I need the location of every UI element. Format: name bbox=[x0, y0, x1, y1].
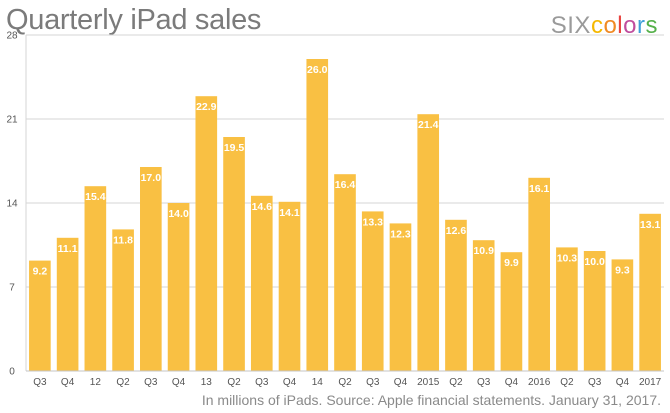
x-tick-label: Q4 bbox=[61, 377, 75, 388]
bar bbox=[56, 237, 79, 371]
bar-value-label: 12.3 bbox=[390, 228, 411, 240]
bar bbox=[112, 229, 134, 371]
bar-value-label: 13.3 bbox=[363, 216, 384, 228]
y-tick-label: 7 bbox=[9, 283, 15, 294]
x-tick-label: Q2 bbox=[116, 377, 130, 388]
brand-letter: l bbox=[617, 12, 624, 39]
bar-value-label: 9.9 bbox=[504, 257, 519, 269]
brand-letter: c bbox=[590, 12, 604, 39]
bar-value-label: 16.1 bbox=[529, 183, 550, 195]
brand-letter: o bbox=[603, 12, 618, 39]
bar bbox=[140, 167, 162, 371]
x-tick-label: Q3 bbox=[366, 377, 380, 388]
bar-value-label: 10.3 bbox=[557, 252, 578, 264]
x-tick-label: Q2 bbox=[338, 377, 352, 388]
bar bbox=[223, 137, 245, 371]
x-tick-label: 2015 bbox=[417, 377, 440, 388]
bar bbox=[445, 219, 467, 371]
bar-value-label: 11.1 bbox=[58, 243, 78, 255]
bar-value-label: 9.2 bbox=[33, 266, 48, 278]
bar-value-label: 11.8 bbox=[113, 234, 133, 246]
bar-value-label: 26.0 bbox=[307, 64, 328, 76]
x-tick-label: Q4 bbox=[283, 377, 297, 388]
x-tick-label: Q3 bbox=[588, 377, 602, 388]
bar bbox=[417, 114, 440, 371]
bar bbox=[306, 59, 329, 371]
bar bbox=[389, 223, 412, 371]
x-tick-label: 12 bbox=[90, 377, 102, 388]
bar-value-label: 14.6 bbox=[252, 201, 273, 213]
bar bbox=[639, 213, 661, 371]
bar bbox=[29, 260, 51, 371]
x-tick-label: 2016 bbox=[528, 377, 551, 388]
bar-value-label: 21.4 bbox=[418, 119, 439, 131]
x-tick-label: Q3 bbox=[144, 377, 158, 388]
x-tick-label: Q3 bbox=[477, 377, 491, 388]
bar bbox=[500, 252, 523, 371]
bar bbox=[556, 247, 578, 371]
x-tick-label: Q4 bbox=[616, 377, 630, 388]
bar bbox=[528, 177, 550, 371]
bar bbox=[84, 186, 107, 371]
sixcolors-logo: SIXcolors bbox=[551, 12, 658, 40]
bar-value-label: 10.0 bbox=[584, 256, 605, 268]
x-tick-label: Q2 bbox=[227, 377, 241, 388]
bar-value-label: 12.6 bbox=[446, 225, 467, 237]
bar-value-label: 17.0 bbox=[141, 172, 162, 184]
x-tick-label: 14 bbox=[312, 377, 324, 388]
bar bbox=[611, 259, 634, 371]
bar-chart: 0 7 14 21 28 9.2 Q3 11.1 Q4 15.4 12 11.8 Q2 17.0 Q3 14.… bbox=[6, 31, 664, 388]
brand-letter: o bbox=[623, 12, 637, 39]
bar-value-label: 14.1 bbox=[279, 207, 300, 219]
x-tick-label: Q4 bbox=[172, 377, 186, 388]
y-tick-label: 14 bbox=[6, 199, 18, 210]
brand-colors-text: colors bbox=[591, 12, 658, 39]
bar-value-label: 22.9 bbox=[196, 101, 217, 113]
bar-value-label: 13.1 bbox=[640, 219, 661, 231]
x-tick-label: Q4 bbox=[505, 377, 519, 388]
bar-value-label: 9.3 bbox=[615, 264, 630, 276]
bar bbox=[472, 240, 495, 371]
bar bbox=[167, 203, 190, 371]
bar bbox=[195, 96, 218, 371]
bar bbox=[583, 251, 606, 371]
y-tick-label: 28 bbox=[6, 31, 18, 42]
x-tick-label: Q3 bbox=[33, 377, 47, 388]
brand-letter: r bbox=[637, 12, 646, 39]
x-tick-label: Q2 bbox=[560, 377, 574, 388]
x-tick-label: 2017 bbox=[639, 377, 662, 388]
brand-letter: s bbox=[645, 12, 658, 39]
x-tick-label: 13 bbox=[201, 377, 213, 388]
bar-value-label: 10.9 bbox=[473, 245, 494, 257]
x-tick-label: Q4 bbox=[394, 377, 408, 388]
x-tick-label: Q3 bbox=[255, 377, 269, 388]
chart-title: Quarterly iPad sales bbox=[6, 4, 262, 36]
bar-value-label: 16.4 bbox=[335, 179, 356, 191]
y-tick-label: 21 bbox=[6, 115, 18, 126]
y-tick-label: 0 bbox=[9, 367, 15, 378]
bar-value-label: 14.0 bbox=[168, 208, 189, 220]
bar bbox=[250, 195, 273, 371]
bar-value-label: 19.5 bbox=[224, 142, 245, 154]
x-tick-label: Q2 bbox=[449, 377, 463, 388]
bar bbox=[278, 201, 301, 371]
bar-value-label: 15.4 bbox=[85, 191, 106, 203]
bar bbox=[334, 174, 356, 371]
bar bbox=[361, 211, 384, 371]
source-note: In millions of iPads. Source: Apple fina… bbox=[201, 392, 661, 408]
